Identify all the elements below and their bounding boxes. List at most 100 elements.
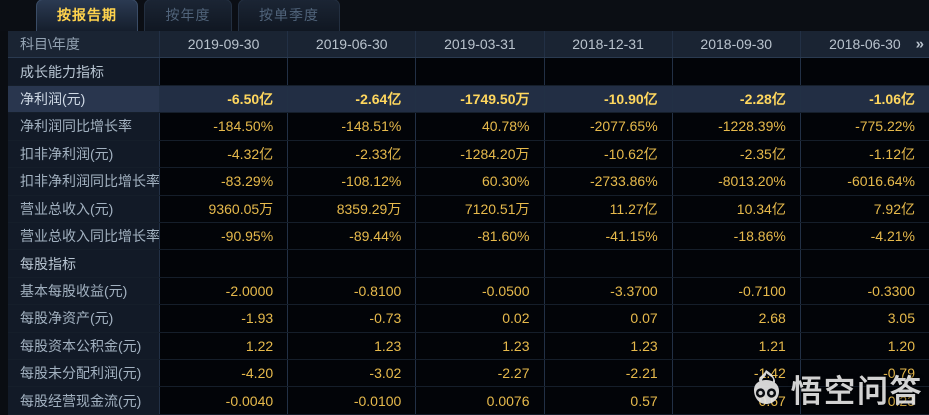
cell-value: -1228.39% [672, 113, 801, 140]
table-row[interactable]: 扣非净利润(元) -4.32亿 -2.33亿 -1284.20万 -10.62亿 -2.3… [8, 140, 929, 169]
cell-value: -108.12% [288, 168, 417, 195]
column-header-label: 2019-09-30 [187, 36, 260, 53]
column-header-label: 2018-09-30 [700, 36, 773, 53]
cell-value: -0.0500 [416, 277, 545, 305]
cell-value: -89.44% [288, 222, 417, 250]
cell-value [544, 250, 673, 277]
cell-value [672, 250, 801, 277]
table-row[interactable]: 扣非净利润同比增长率 -83.29% -108.12% 60.30% -2733.86%… [8, 168, 929, 196]
column-header-date: 2019-06-30 [288, 31, 417, 58]
cell-value: -4.21% [800, 222, 929, 250]
cell-value [416, 250, 545, 277]
cell-value: -2.28亿 [672, 85, 801, 113]
table-row[interactable]: 净利润(元) -6.50亿 -2.64亿 -1749.50万 -10.90亿 -2.28亿… [8, 85, 929, 114]
cell-value: -4.32亿 [160, 140, 289, 168]
cell-value: -0.3300 [800, 277, 929, 305]
cell-value: 60.30% [416, 168, 545, 195]
table-row[interactable]: 每股资本公积金(元) 1.22 1.23 1.23 1.23 1.21 1.20 [8, 332, 929, 361]
cell-value: -0.0040 [160, 387, 289, 414]
cell-value: -41.15% [544, 222, 673, 250]
row-label: 每股资本公积金(元) [8, 332, 160, 360]
table-header-row: 科目\年度 2019-09-30 2019-06-30 2019-03-31 2018-… [8, 31, 929, 59]
cell-value: -0.79 [800, 360, 929, 387]
corner-header-label: 科目\年度 [8, 31, 160, 58]
cell-value: -3.3700 [544, 277, 673, 305]
row-label: 每股指标 [8, 250, 160, 277]
cell-value: 1.21 [672, 332, 801, 360]
row-label: 净利润(元) [8, 85, 160, 113]
cell-value: -3.02 [288, 360, 417, 387]
column-header-label: 2019-06-30 [315, 36, 388, 53]
cell-value: -1.42 [672, 360, 801, 387]
cell-value: -2077.65% [544, 113, 673, 140]
table-row[interactable]: 每股经营现金流(元) -0.0040 -0.0100 0.0076 0.57 0.67 0.… [8, 387, 929, 415]
cell-value: 40.78% [416, 113, 545, 140]
row-label: 净利润同比增长率 [8, 113, 160, 140]
tab-by-year[interactable]: 按年度 [144, 0, 232, 31]
row-label: 成长能力指标 [8, 58, 160, 85]
cell-value: -8013.20% [672, 168, 801, 195]
cell-value: 9360.05万 [160, 195, 289, 222]
cell-value [672, 58, 801, 85]
cell-value [416, 58, 545, 85]
column-header-label: 2018-12-31 [572, 36, 644, 53]
cell-value [800, 58, 929, 85]
cell-value: -18.86% [672, 222, 801, 250]
next-columns-icon[interactable]: » [915, 35, 924, 53]
cell-value: 0.57 [544, 387, 673, 414]
cell-value: -90.95% [160, 222, 289, 250]
column-header-date: 2018-09-30 [672, 31, 801, 58]
column-header-label: 2018-06-30 [829, 36, 901, 53]
tab-report-period[interactable]: 按报告期 [36, 0, 138, 31]
row-label: 营业总收入(元) [8, 195, 160, 222]
cell-value: 11.27亿 [544, 195, 673, 222]
cell-value [288, 58, 417, 85]
cell-value: -4.20 [160, 360, 289, 387]
cell-value: 10.34亿 [672, 195, 801, 222]
cell-value: 2.68 [672, 305, 801, 332]
row-label: 基本每股收益(元) [8, 277, 160, 305]
cell-value: -2.27 [416, 360, 545, 387]
cell-value: -2733.86% [544, 168, 673, 195]
tab-by-quarter[interactable]: 按单季度 [238, 0, 340, 31]
cell-value: 1.23 [288, 332, 417, 360]
cell-value: 0.0076 [416, 387, 545, 414]
section-header-row: 每股指标 [8, 250, 929, 278]
cell-value: -10.62亿 [544, 140, 673, 168]
cell-value: -2.35亿 [672, 140, 801, 168]
cell-value: -2.33亿 [288, 140, 417, 168]
cell-value: 8359.29万 [288, 195, 417, 222]
table-row[interactable]: 净利润同比增长率 -184.50% -148.51% 40.78% -2077.65% -… [8, 113, 929, 141]
section-header-row: 成长能力指标 [8, 58, 929, 86]
cell-value: -2.64亿 [288, 85, 417, 113]
cell-value: -83.29% [160, 168, 289, 195]
column-header-date: 2018-06-30 » [800, 31, 929, 58]
cell-value: 0.02 [416, 305, 545, 332]
table-row[interactable]: 营业总收入同比增长率 -90.95% -89.44% -81.60% -41.15% -1… [8, 222, 929, 251]
row-label: 扣非净利润同比增长率 [8, 168, 160, 195]
cell-value: 3.05 [800, 305, 929, 332]
cell-value: -0.8100 [288, 277, 417, 305]
column-header-date: 2019-03-31 [416, 31, 545, 58]
cell-value: 1.22 [160, 332, 289, 360]
row-label: 扣非净利润(元) [8, 140, 160, 168]
cell-value: 7.92亿 [800, 195, 929, 222]
financial-report-table: 科目\年度 2019-09-30 2019-06-30 2019-03-31 2018-… [8, 31, 929, 415]
tab-bar: 按报告期 按年度 按单季度 [0, 0, 929, 31]
cell-value: -10.90亿 [544, 85, 673, 113]
cell-value [544, 58, 673, 85]
cell-value: -0.7100 [672, 277, 801, 305]
cell-value: -2.21 [544, 360, 673, 387]
table-row[interactable]: 营业总收入(元) 9360.05万 8359.29万 7120.51万 11.27亿 10… [8, 195, 929, 223]
cell-value: -1.06亿 [800, 85, 929, 113]
row-label: 每股未分配利润(元) [8, 360, 160, 387]
cell-value: -2.0000 [160, 277, 289, 305]
cell-value: -1.93 [160, 305, 289, 332]
row-label: 每股净资产(元) [8, 305, 160, 332]
table-row[interactable]: 每股未分配利润(元) -4.20 -3.02 -2.27 -2.21 -1.42 -0.79 [8, 360, 929, 388]
cell-value: 1.23 [544, 332, 673, 360]
row-label: 营业总收入同比增长率 [8, 222, 160, 250]
table-row[interactable]: 每股净资产(元) -1.93 -0.73 0.02 0.07 2.68 3.05 [8, 305, 929, 333]
cell-value [800, 250, 929, 277]
table-row[interactable]: 基本每股收益(元) -2.0000 -0.8100 -0.0500 -3.3700 -0.… [8, 277, 929, 306]
